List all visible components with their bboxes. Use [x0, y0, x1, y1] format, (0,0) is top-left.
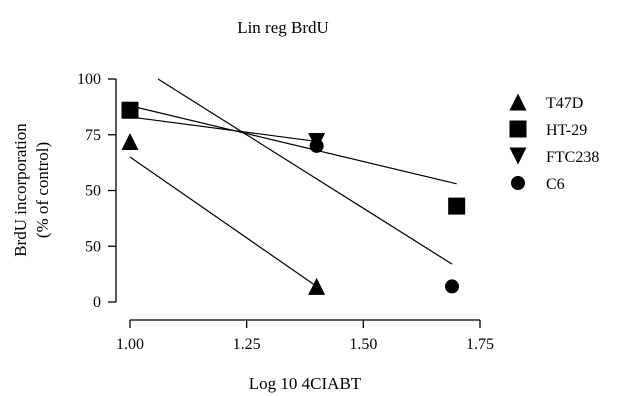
y-tick-label-100: 100 — [77, 71, 101, 88]
y-axis-label-line-2: (% of control) — [33, 142, 52, 238]
data-markers — [121, 101, 466, 295]
point-t47d-1 — [308, 277, 326, 295]
x-tick-label-1.75: 1.75 — [466, 336, 494, 353]
point-ht-29-0 — [121, 101, 139, 119]
y-tick-label-25: 50 — [85, 238, 101, 255]
fit-line-c6 — [157, 78, 453, 265]
fit-line-t47d — [129, 156, 318, 287]
legend-label-c6: C6 — [546, 176, 565, 193]
point-c6-1 — [445, 279, 459, 294]
legend-label-ftc238: FTC238 — [546, 149, 599, 166]
chart-title: Lin reg BrdU — [237, 18, 329, 37]
x-tick-label-1.5: 1.50 — [349, 336, 377, 353]
x-tick-label-1.25: 1.25 — [233, 336, 261, 353]
legend-marker-ftc238 — [509, 147, 527, 165]
y-ticks: 0 50 50 75 100 — [77, 71, 116, 311]
legend-label-t47d: T47D — [546, 95, 583, 112]
y-axis-label-line-1: BrdU incorporation — [11, 123, 30, 257]
x-tick-label-1: 1.00 — [116, 336, 144, 353]
legend-marker-ht-29 — [509, 120, 527, 138]
y-axis-label: BrdU incorporation (% of control) — [11, 123, 52, 257]
x-ticks: 1.00 1.25 1.50 1.75 — [116, 320, 494, 353]
y-tick-label-75: 75 — [85, 127, 101, 144]
y-tick-label-50: 50 — [85, 183, 101, 200]
y-tick-label-0: 0 — [93, 294, 101, 311]
fit-lines — [129, 78, 457, 287]
legend-marker-c6 — [511, 176, 525, 190]
point-t47d-0 — [121, 132, 139, 150]
legend: T47D HT-29 FTC238 C6 — [509, 93, 599, 193]
point-c6-0 — [309, 138, 324, 153]
legend-label-ht-29: HT-29 — [546, 122, 587, 139]
fit-line-ftc238 — [129, 116, 317, 143]
x-axis-label: Log 10 4CIABT — [249, 374, 362, 393]
point-ht-29-1 — [448, 197, 466, 215]
fit-line-ht-29 — [129, 105, 457, 185]
legend-marker-t47d — [509, 93, 527, 111]
